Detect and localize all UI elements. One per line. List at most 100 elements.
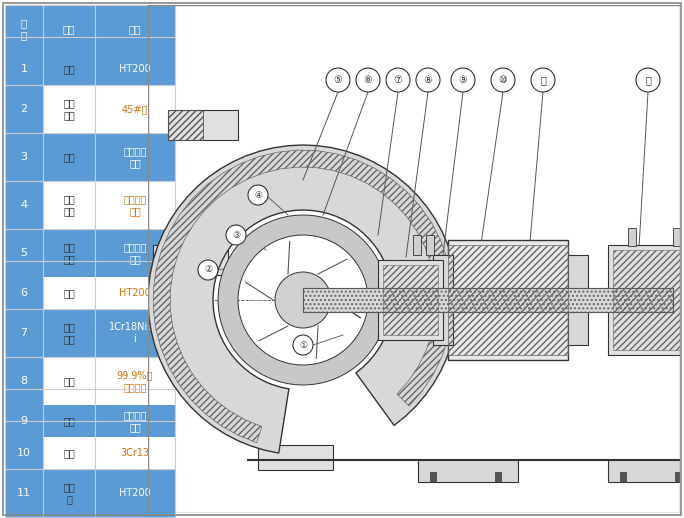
Text: 泵体: 泵体 <box>63 64 75 74</box>
Bar <box>258 445 333 470</box>
Text: 3Cr13: 3Cr13 <box>120 448 150 458</box>
Bar <box>5 469 43 517</box>
Circle shape <box>326 68 350 92</box>
Text: ②: ② <box>204 266 212 275</box>
Bar <box>568 255 588 345</box>
Text: ④: ④ <box>254 191 262 199</box>
Polygon shape <box>168 110 238 140</box>
Bar <box>448 245 568 355</box>
Bar <box>673 228 681 246</box>
Text: 10: 10 <box>17 448 31 458</box>
Bar <box>5 405 43 437</box>
Text: 3: 3 <box>21 152 27 162</box>
Text: ⑥: ⑥ <box>364 75 372 85</box>
Bar <box>608 460 684 482</box>
Circle shape <box>198 260 218 280</box>
Circle shape <box>356 68 380 92</box>
Bar <box>5 517 43 518</box>
Text: 静环: 静环 <box>63 376 75 386</box>
Bar <box>5 405 175 437</box>
Bar <box>5 469 175 517</box>
Bar <box>426 235 434 255</box>
Text: 11: 11 <box>17 488 31 498</box>
Bar <box>303 288 673 312</box>
Bar <box>5 133 43 181</box>
Bar <box>5 357 43 405</box>
Text: ⑩: ⑩ <box>499 75 508 85</box>
Bar <box>608 245 684 355</box>
Circle shape <box>531 68 555 92</box>
Text: 7: 7 <box>21 328 27 338</box>
Text: ①: ① <box>299 340 307 350</box>
Bar <box>153 245 228 275</box>
Bar <box>5 277 43 309</box>
Bar <box>5 85 43 133</box>
Text: 动环: 动环 <box>63 416 75 426</box>
Text: 99.9%氧
化铝陶瓷: 99.9%氧 化铝陶瓷 <box>117 370 153 392</box>
Text: 泵盖
衬里: 泵盖 衬里 <box>63 242 75 264</box>
Bar <box>5 357 175 405</box>
Bar <box>258 445 293 470</box>
Text: 1: 1 <box>21 64 27 74</box>
Bar <box>378 260 443 340</box>
Bar <box>5 277 175 309</box>
Circle shape <box>293 335 313 355</box>
Text: HT200: HT200 <box>119 64 151 74</box>
Bar <box>628 228 636 246</box>
Text: HT200: HT200 <box>119 288 151 298</box>
Bar <box>5 229 43 277</box>
Bar <box>430 472 436 482</box>
Bar <box>383 265 438 335</box>
Text: 2: 2 <box>21 104 27 114</box>
Text: 名称: 名称 <box>63 24 75 34</box>
Bar <box>5 517 175 518</box>
Polygon shape <box>218 215 388 385</box>
Bar <box>613 250 684 350</box>
Text: HT200: HT200 <box>119 488 151 498</box>
Bar <box>675 472 681 482</box>
Bar <box>5 53 43 85</box>
Bar <box>5 437 175 469</box>
Bar <box>5 229 175 277</box>
Bar <box>5 181 175 229</box>
Bar <box>5 133 175 181</box>
Text: 8: 8 <box>21 376 27 386</box>
Text: 序
号: 序 号 <box>21 18 27 40</box>
Bar <box>433 255 453 345</box>
Bar <box>5 309 43 357</box>
Text: 叶轮: 叶轮 <box>63 152 75 162</box>
Text: 聚全氟乙
丙烯: 聚全氟乙 丙烯 <box>123 146 147 168</box>
Bar <box>5 53 175 85</box>
Circle shape <box>416 68 440 92</box>
Bar <box>5 181 43 229</box>
Text: 1Cr18Ni9T
i: 1Cr18Ni9T i <box>109 322 161 344</box>
Bar <box>5 437 43 469</box>
Bar <box>5 309 175 357</box>
Text: 聚全氟乙
丙烯: 聚全氟乙 丙烯 <box>123 194 147 216</box>
Polygon shape <box>148 145 458 453</box>
Circle shape <box>451 68 475 92</box>
Text: ⑫: ⑫ <box>645 75 651 85</box>
Circle shape <box>248 185 268 205</box>
Text: 9: 9 <box>21 416 27 426</box>
Bar <box>5 85 175 133</box>
Text: ⑪: ⑪ <box>540 75 546 85</box>
Text: 泵轴: 泵轴 <box>63 448 75 458</box>
Bar <box>153 245 183 275</box>
Bar <box>448 240 568 360</box>
Text: 5: 5 <box>21 248 27 258</box>
Circle shape <box>386 68 410 92</box>
Text: 4: 4 <box>21 200 27 210</box>
Text: ⑨: ⑨ <box>459 75 467 85</box>
Bar <box>5 5 175 53</box>
Text: 6: 6 <box>21 288 27 298</box>
Circle shape <box>226 225 246 245</box>
Text: 轴承
体: 轴承 体 <box>63 482 75 504</box>
Text: ⑧: ⑧ <box>423 75 432 85</box>
Text: 填充四氟
乙烯: 填充四氟 乙烯 <box>123 410 147 432</box>
Bar <box>413 235 421 255</box>
Text: 泵盖: 泵盖 <box>63 288 75 298</box>
Bar <box>620 472 626 482</box>
Text: ⑦: ⑦ <box>393 75 402 85</box>
Circle shape <box>275 272 331 328</box>
